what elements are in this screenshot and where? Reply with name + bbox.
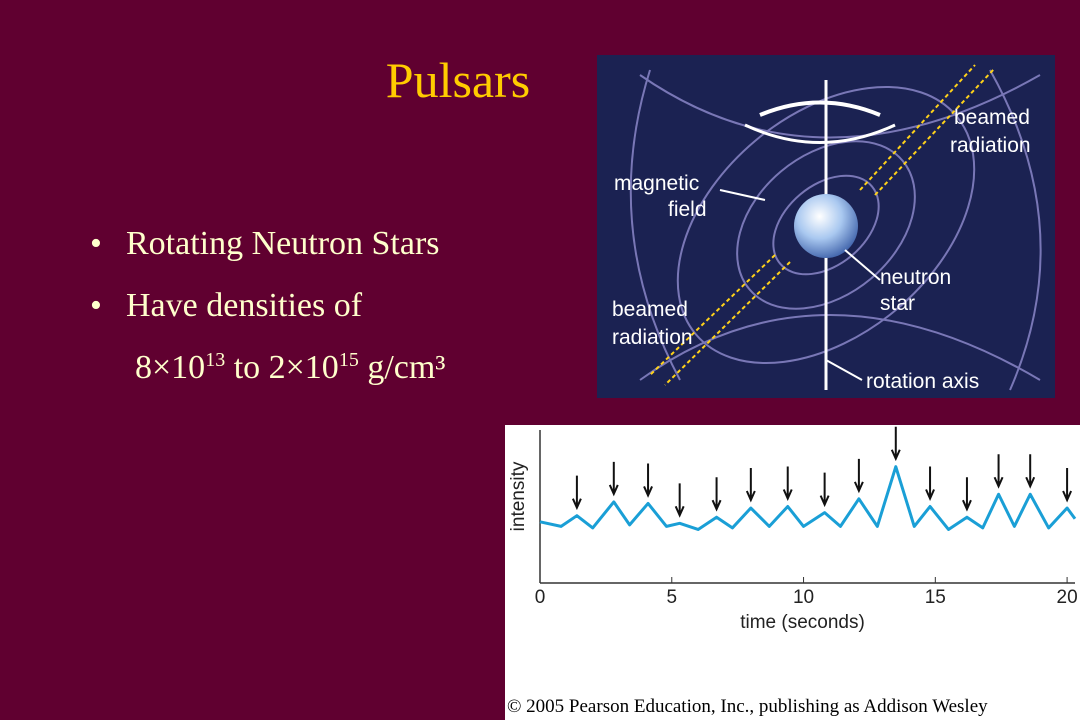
x-tick-label: 15 — [925, 587, 946, 608]
pointer — [844, 249, 881, 281]
pointer — [719, 189, 766, 201]
pulse-arrow — [571, 475, 582, 511]
pulse-arrow — [962, 477, 972, 512]
diagram-label: beamed — [954, 106, 1030, 129]
bullet: Have densities of — [126, 287, 363, 324]
diagram-label: beamed — [612, 298, 688, 321]
pulsar-diagram: magnetic field beamed radiation beamed r… — [597, 55, 1055, 398]
bullet-dot: • — [90, 287, 102, 324]
density-exp: 13 — [205, 349, 225, 371]
y-axis-label: intensity — [508, 461, 529, 531]
neutron-star — [794, 194, 858, 258]
density-exp: 15 — [339, 349, 359, 371]
pulse-arrow — [1025, 454, 1036, 489]
field-lines — [629, 69, 1042, 391]
x-tick-label: 5 — [666, 587, 677, 608]
rotation-arrow — [759, 100, 881, 117]
intensity-line — [539, 465, 1077, 531]
pulse-arrow — [890, 426, 901, 462]
diagram-label: field — [668, 198, 707, 221]
bullet: Rotating Neutron Stars — [126, 225, 440, 262]
diagram-label: radiation — [612, 326, 693, 349]
pointer — [825, 359, 863, 381]
diagram-label: radiation — [950, 134, 1031, 157]
density-part: g/cm³ — [359, 349, 446, 386]
x-tick-label: 20 — [1057, 587, 1078, 608]
title: Pulsars — [386, 52, 530, 108]
diagram-label: neutron — [880, 266, 951, 289]
pulse-arrow — [853, 458, 864, 494]
pulse-arrow — [745, 468, 756, 503]
pulse-arrow — [1062, 468, 1073, 503]
pulse-arrow — [608, 461, 619, 497]
chart-bg — [505, 425, 1080, 720]
pulse-arrow — [993, 454, 1004, 489]
pulse-arrow — [925, 466, 935, 501]
x-tick-label: 10 — [793, 587, 814, 608]
diagram-label: rotation axis — [866, 370, 979, 393]
density-part: 8×10 — [135, 349, 205, 386]
copyright: © 2005 Pearson Education, Inc., publishi… — [507, 696, 988, 717]
bullet-dot: • — [90, 225, 102, 262]
pulse-arrow — [819, 472, 830, 508]
x-tick-label: 0 — [535, 587, 546, 608]
pulse-arrow — [782, 466, 793, 501]
beams — [649, 64, 996, 386]
density: 8×1013 to 2×1015 g/cm³ — [135, 349, 446, 386]
diagram-label: star — [880, 292, 915, 315]
density-part: to 2×10 — [225, 349, 339, 386]
diagram-label: magnetic — [614, 172, 699, 195]
pulse-arrow — [643, 463, 653, 498]
pulse-arrow — [711, 477, 722, 512]
rotation-arrow — [744, 123, 896, 144]
pulse-chart: 0 5 10 15 20 time (seconds) intensity — [508, 426, 1078, 633]
pulse-arrow — [674, 483, 685, 518]
x-axis-label: time (seconds) — [740, 612, 865, 633]
